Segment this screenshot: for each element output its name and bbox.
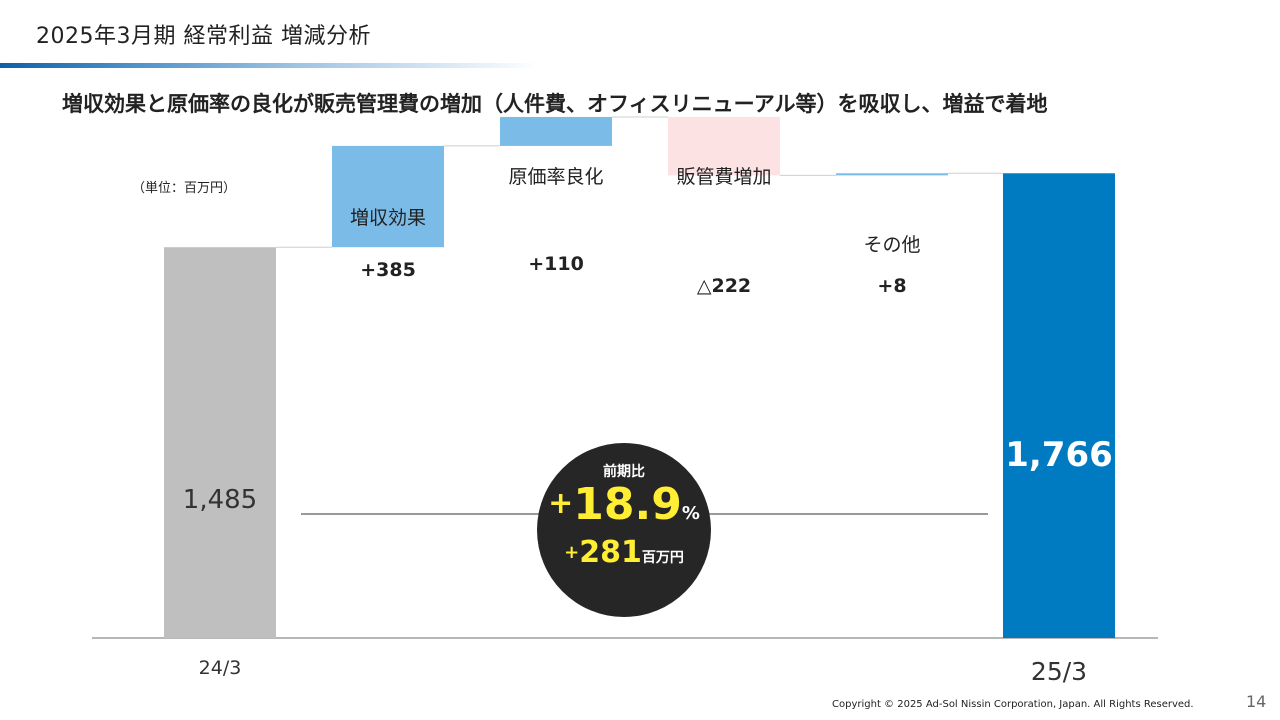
category-label-3: 販管費増加 <box>676 166 771 188</box>
x-tick-label-5: 25/3 <box>1031 657 1087 686</box>
value-label-3: △222 <box>697 275 751 297</box>
yoy-percent-value: 18.9 <box>573 479 682 530</box>
x-tick-label-0: 24/3 <box>199 657 242 679</box>
yoy-percent: +18.9% <box>537 479 711 530</box>
yoy-amount-unit: 百万円 <box>641 550 684 566</box>
value-label-5: 1,766 <box>1005 435 1113 475</box>
category-label-4: その他 <box>863 234 920 256</box>
yoy-amount-value: 281 <box>579 535 642 570</box>
yoy-summary-circle: 前期比 +18.9% +281百万円 <box>537 443 711 617</box>
copyright-footer: Copyright © 2025 Ad-Sol Nissin Corporati… <box>832 699 1194 710</box>
slide-subtitle: 増収効果と原価率の良化が販売管理費の増加（人件費、オフィスリニューアル等）を吸収… <box>62 92 1048 116</box>
title-underline <box>0 63 540 68</box>
yoy-label: 前期比 <box>603 464 645 480</box>
value-label-0: 1,485 <box>183 485 257 515</box>
category-label-2: 原価率良化 <box>508 166 603 188</box>
yoy-percent-symbol: % <box>681 503 700 524</box>
yoy-percent-sign: + <box>548 486 574 521</box>
value-label-4: +8 <box>877 275 906 297</box>
bar-3 <box>668 116 780 176</box>
bar-2 <box>500 116 612 146</box>
page-number: 14 <box>1246 692 1267 711</box>
bar-1 <box>332 145 444 248</box>
yoy-amount: +281百万円 <box>537 535 711 570</box>
category-label-1: 増収効果 <box>350 207 426 229</box>
bar-0 <box>164 247 276 639</box>
bar-4 <box>836 173 948 176</box>
chart-unit-label: （単位：百万円） <box>132 181 237 196</box>
slide-title: 2025年3月期 経常利益 増減分析 <box>36 24 371 49</box>
value-label-2: +110 <box>528 253 584 275</box>
value-label-1: +385 <box>360 259 416 281</box>
yoy-amount-sign: + <box>564 542 580 563</box>
bar-5 <box>1003 173 1115 638</box>
